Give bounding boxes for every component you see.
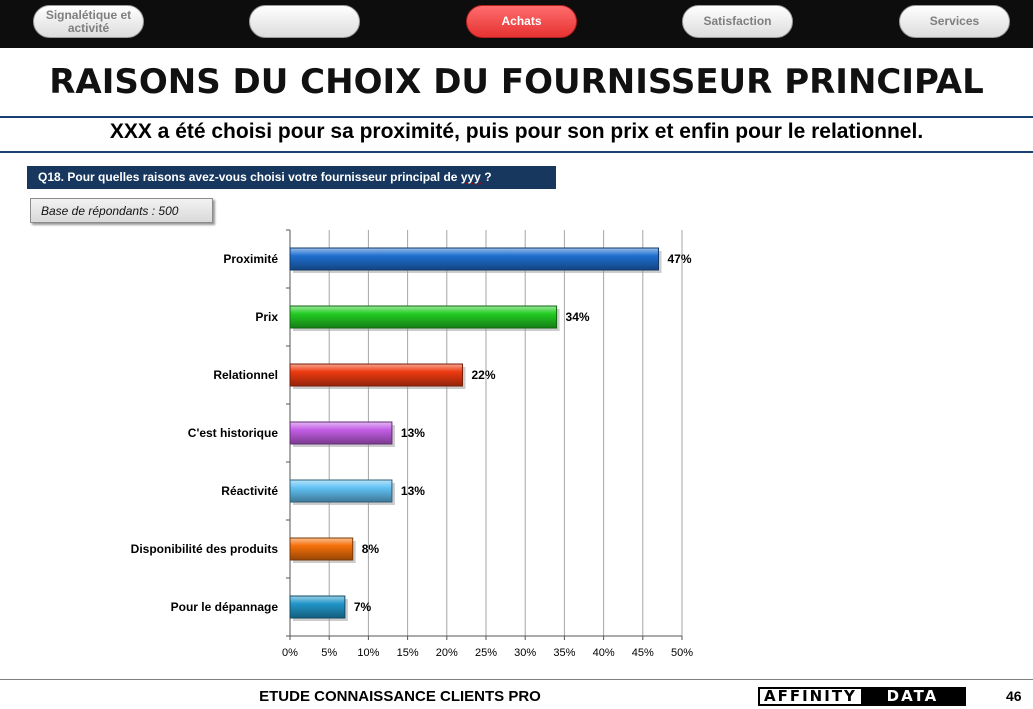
data-label: 8% [362,542,380,556]
category-label: Pour le dépannage [171,600,279,614]
question-mark: ? [484,170,492,184]
x-tick-label: 45% [632,647,654,659]
tab-label: Services [929,14,980,28]
affinity-data-logo: AFFINITY DATA [758,687,966,706]
tab-label: Satisfaction [703,14,772,28]
x-tick-label: 0% [282,647,298,659]
bar [289,421,393,445]
tab-blank[interactable] [249,5,360,38]
bar [289,305,558,329]
x-tick-label: 35% [553,647,575,659]
category-label: C'est historique [188,426,279,440]
tab-services[interactable]: Services [899,5,1010,38]
x-tick-label: 5% [321,647,337,659]
category-label: Prix [255,310,278,324]
data-label: 47% [667,252,691,266]
top-navigation-bar: Signalétique et activité Achats Satisfac… [0,0,1033,48]
divider [0,151,1033,153]
data-label: 13% [401,484,425,498]
data-label: 34% [566,310,590,324]
x-tick-label: 10% [357,647,379,659]
tab-label: Achats [501,14,542,28]
x-tick-label: 20% [436,647,458,659]
data-label: 13% [401,426,425,440]
bar [289,595,346,619]
question-banner: Q18. Pour quelles raisons avez-vous choi… [27,166,556,189]
tab-label: Signalétique et activité [45,7,132,35]
footer-divider [0,679,1033,680]
x-tick-label: 50% [671,647,693,659]
question-code: yyy [460,170,481,184]
logo-right: DATA [860,689,964,704]
data-label: 7% [354,600,372,614]
x-tick-label: 15% [397,647,419,659]
page-number: 46 [1006,688,1022,704]
tab-signaletique[interactable]: Signalétique et activité [33,5,144,38]
bar [289,537,354,561]
question-text: Pour quelles raisons avez-vous choisi vo… [67,170,458,184]
bar [289,479,393,503]
tab-satisfaction[interactable]: Satisfaction [682,5,793,38]
category-label: Réactivité [221,484,278,498]
data-label: 22% [471,368,495,382]
x-tick-label: 25% [475,647,497,659]
category-label: Proximité [223,252,278,266]
bar [289,247,659,271]
bar [289,363,463,387]
base-respondents-box: Base de répondants : 500 [30,198,213,223]
divider [0,116,1033,118]
question-prefix: Q18. [38,170,65,184]
x-tick-label: 40% [593,647,615,659]
page-subtitle: XXX a été choisi pour sa proximité, puis… [109,120,924,143]
category-label: Disponibilité des produits [131,542,279,556]
logo-left: AFFINITY [760,689,861,704]
category-label: Relationnel [213,368,278,382]
page-title: RAISONS DU CHOIX DU FOURNISSEUR PRINCIPA… [49,62,984,102]
x-tick-label: 30% [514,647,536,659]
footer-study-title: ETUDE CONNAISSANCE CLIENTS PRO [259,688,541,705]
tab-achats[interactable]: Achats [466,5,577,38]
